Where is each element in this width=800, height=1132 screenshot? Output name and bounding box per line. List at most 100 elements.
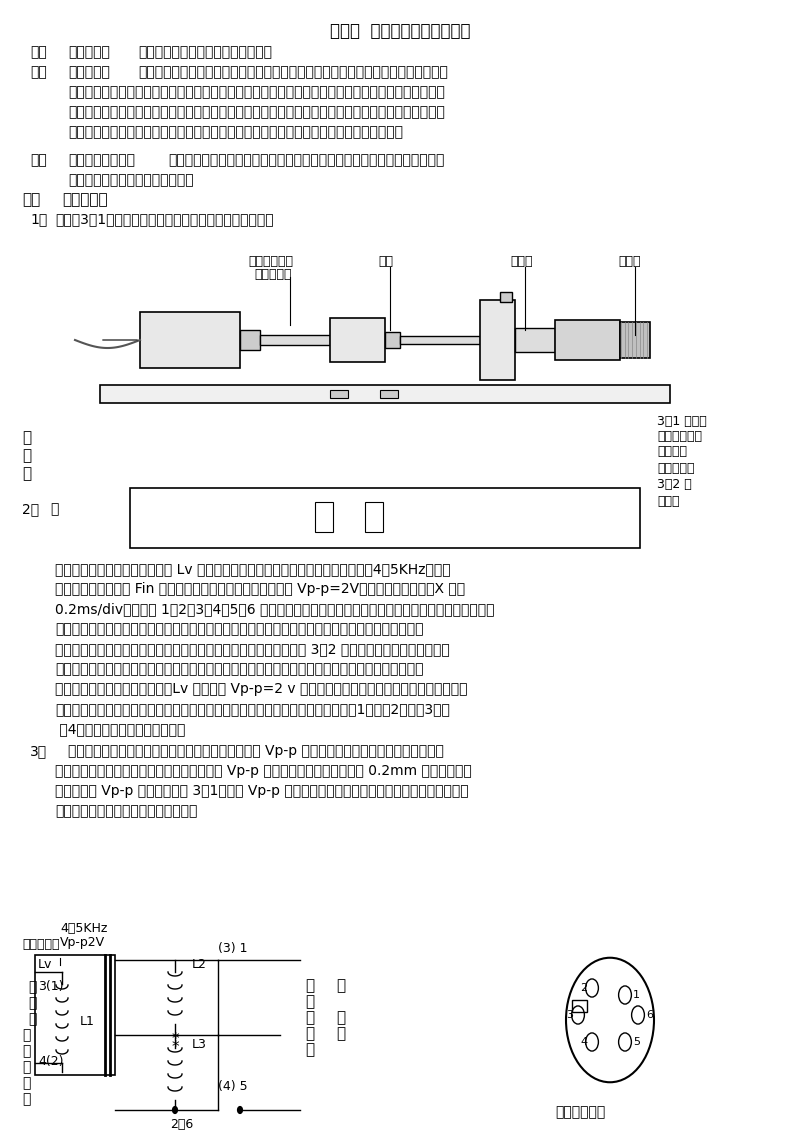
- Text: 模块上按图: 模块上按图: [657, 462, 694, 475]
- Text: 第: 第: [305, 994, 314, 1009]
- Text: 两只次级反向串接（同名端连接），就引出差动输出。其输出电势反映出被测体的移动量。: 两只次级反向串接（同名端连接），就引出差动输出。其输出电势反映出被测体的移动量。: [68, 125, 403, 139]
- Bar: [35, 955, 115, 1075]
- Text: 插座管脚编号: 插座管脚编号: [555, 1105, 606, 1120]
- Text: （4）为实验模块中的插孔编号。: （4）为实验模块中的插孔编号。: [55, 722, 186, 736]
- Text: L3: L3: [192, 1038, 207, 1050]
- Text: 模板: 模板: [378, 255, 393, 268]
- Text: 电容传感器: 电容传感器: [254, 268, 291, 281]
- Text: 测量架: 测量架: [510, 255, 533, 268]
- Text: 3、: 3、: [30, 744, 47, 758]
- Bar: [100, 385, 670, 403]
- Text: 一、: 一、: [30, 45, 46, 59]
- Bar: [620, 321, 650, 358]
- Text: 差动变压器、: 差动变压器、: [248, 255, 293, 268]
- Text: 测微头: 测微头: [618, 255, 641, 268]
- Text: 2: 2: [580, 983, 587, 993]
- Text: 波: 波: [305, 1026, 314, 1041]
- Text: 实验目的：: 实验目的：: [68, 45, 110, 59]
- Bar: [165, 955, 295, 1075]
- Circle shape: [173, 1107, 178, 1114]
- Text: 安: 安: [22, 466, 31, 481]
- Text: 3(1): 3(1): [38, 980, 63, 993]
- Circle shape: [238, 1107, 242, 1114]
- Text: 器电容传感器: 器电容传感器: [657, 430, 702, 443]
- Text: 四、: 四、: [22, 192, 40, 207]
- Text: 然不看插孔号码，也可以判别初次级线圈及次级同名端。判别初次线图及次级线圈同中端方法如下：: 然不看插孔号码，也可以判别初次级线圈及次级同名端。判别初次线图及次级线圈同中端方…: [55, 621, 423, 636]
- Text: 1、: 1、: [30, 212, 47, 226]
- Text: 3: 3: [566, 1010, 573, 1020]
- Bar: [330, 318, 385, 362]
- Text: 在: 在: [50, 501, 58, 516]
- Text: 1: 1: [633, 990, 640, 1000]
- Bar: [330, 391, 348, 398]
- Text: 波: 波: [22, 1044, 30, 1058]
- Text: 4(2): 4(2): [38, 1055, 63, 1067]
- Bar: [380, 391, 398, 398]
- Text: 压: 压: [22, 448, 31, 463]
- Text: 通: 通: [336, 1010, 345, 1024]
- Text: 接: 接: [28, 980, 36, 994]
- Text: 观察示波器中显示的初级线圈波形、次级线圈波形，当次级波形输出幅度值变化很大，基本上能过零: 观察示波器中显示的初级线圈波形、次级线圈波形，当次级波形输出幅度值变化很大，基本…: [55, 662, 423, 676]
- Text: 道: 道: [336, 1026, 345, 1041]
- Bar: [572, 1000, 587, 1012]
- Text: 示: 示: [305, 1010, 314, 1024]
- Text: *: *: [172, 1032, 180, 1047]
- Bar: [515, 328, 555, 352]
- Text: 接: 接: [305, 978, 314, 993]
- Text: 三、: 三、: [30, 153, 46, 168]
- Bar: [365, 501, 383, 532]
- Text: 图: 图: [22, 430, 31, 445]
- Text: L2: L2: [192, 958, 207, 971]
- Text: 0.2ms/div）。图中 1、2、3、4、5、6 为连接线插座的编号。接线时，航空插头上的号码与之对应。当: 0.2ms/div）。图中 1、2、3、4、5、6 为连接线插座的编号。接线时，…: [55, 602, 494, 616]
- Text: 差动变压器由一只初级线圈和二只次线圈及一个铁芯组成，根据内外层排列不同，有: 差动变压器由一只初级线圈和二只次线圈及一个铁芯组成，根据内外层排列不同，有: [138, 65, 448, 79]
- Text: Vp-p2V: Vp-p2V: [60, 936, 105, 949]
- Text: 的互感发生变化促使次级线圈感应电势产生变化，一只次级感应电势增加，另一只感应电势则减少，将: 的互感发生变化促使次级线圈感应电势产生变化，一只次级感应电势增加，另一只感应电势…: [68, 105, 445, 119]
- Text: 4: 4: [580, 1037, 587, 1047]
- Text: 第: 第: [28, 996, 36, 1010]
- Text: 了解差动变压器的工作原理和特性。: 了解差动变压器的工作原理和特性。: [138, 45, 272, 59]
- Text: 出输出电压 Vp-p 值，填入下表 3－1，再人 Vp-p 最小处反向位移做实验，在实验过程中，注意左、: 出输出电压 Vp-p 值，填入下表 3－1，再人 Vp-p 最小处反向位移做实验…: [55, 784, 469, 798]
- Text: 线，音: 线，音: [657, 495, 679, 508]
- Text: 6: 6: [646, 1010, 653, 1020]
- Bar: [130, 488, 640, 548]
- Text: 4～5KHz: 4～5KHz: [60, 921, 107, 935]
- Bar: [315, 501, 333, 532]
- Text: 实验步骤：: 实验步骤：: [62, 192, 108, 207]
- Text: *: *: [172, 1040, 180, 1055]
- Text: 点，而且相应与初级线圈波形（Lv 音频信号 Vp-p=2 v 波形）比较能同相或反相变化，说明已连接的: 点，而且相应与初级线圈波形（Lv 音频信号 Vp-p=2 v 波形）比较能同相或…: [55, 681, 467, 696]
- Bar: [500, 292, 512, 302]
- Text: 二、: 二、: [30, 65, 46, 79]
- Text: 差动变压器实验模板、测微头、双踪示波器、差动变压器、音频信号源、直: 差动变压器实验模板、测微头、双踪示波器、差动变压器、音频信号源、直: [168, 153, 444, 168]
- Text: 3－1 差动变: 3－1 差动变: [657, 415, 706, 428]
- Text: 右位移时，初、次级波形的相位关系。: 右位移时，初、次级波形的相位关系。: [55, 804, 198, 818]
- Text: 二: 二: [336, 978, 345, 993]
- Bar: [400, 336, 480, 344]
- Text: 旋动测微头，使示波器第二通道显示的波形峰－峰值 Vp-p 为最小，这时可以左右位移，假设其中: 旋动测微头，使示波器第二通道显示的波形峰－峰值 Vp-p 为最小，这时可以左右位…: [68, 744, 444, 758]
- Bar: [140, 312, 240, 368]
- Text: 设任一线圈为初级线圈，并设另外两个线圈的任一端为同名端，按图 3－2 接线。当铁芯左、右移动时，: 设任一线圈为初级线圈，并设另外两个线圈的任一端为同名端，按图 3－2 接线。当铁…: [55, 642, 450, 657]
- Text: 根据图3－1，将差动变压器装在差动变压器实验模板上。: 根据图3－1，将差动变压器装在差动变压器实验模板上。: [55, 212, 274, 226]
- Text: (3) 1: (3) 1: [218, 942, 247, 955]
- Text: 2、6: 2、6: [170, 1118, 194, 1131]
- Bar: [240, 331, 260, 350]
- Bar: [555, 320, 620, 360]
- Text: 主控箱的频率表输入 Fin 来监测）。调节输出幅度为峰一峰值 Vp-p=2V（可用示波器监测：X 轴为: 主控箱的频率表输入 Fin 来监测）。调节输出幅度为峰一峰值 Vp-p=2V（可…: [55, 582, 465, 597]
- Text: 音频振荡器: 音频振荡器: [22, 938, 59, 951]
- Text: 一个方向为正位移，另一个方向位称为负，从 Vp-p 最小开始旋动测微头，每隔 0.2mm 从示波器上读: 一个方向为正位移，另一个方向位称为负，从 Vp-p 最小开始旋动测微头，每隔 0…: [55, 764, 472, 778]
- Text: 初、次级线圈及同名端是正确的，否则继续改变连接再判别直到正确为止。图中（1）、（2）、（3）、: 初、次级线圈及同名端是正确的，否则继续改变连接再判别直到正确为止。图中（1）、（…: [55, 702, 450, 717]
- Text: 频振荡器信号必须从主控箱中的 Lv 端子输出，调节音频振荡器的频率，输出频率为4－5KHz（可用: 频振荡器信号必须从主控箱中的 Lv 端子输出，调节音频振荡器的频率，输出频率为4…: [55, 561, 450, 576]
- Text: 装示意图: 装示意图: [657, 445, 687, 458]
- Text: 示: 示: [22, 1028, 30, 1041]
- Text: 5: 5: [633, 1037, 640, 1047]
- Text: 二段式和三段式，本实验采用三段式结构。当传感器随着被测体移动时，由于初级线圈和次级线圈之间: 二段式和三段式，本实验采用三段式结构。当传感器随着被测体移动时，由于初级线圈和次…: [68, 85, 445, 98]
- Bar: [480, 300, 515, 380]
- Bar: [260, 335, 330, 345]
- Text: 流电源（音频振荡器）、万用表。: 流电源（音频振荡器）、万用表。: [68, 173, 194, 187]
- Text: 实验十  差动变压器的性能实验: 实验十 差动变压器的性能实验: [330, 22, 470, 40]
- Text: L1: L1: [80, 1015, 95, 1028]
- Text: 基本原理：: 基本原理：: [68, 65, 110, 79]
- Text: 3－2 接: 3－2 接: [657, 478, 692, 491]
- Text: Lv: Lv: [38, 958, 52, 971]
- Text: 需用器件与单元：: 需用器件与单元：: [68, 153, 135, 168]
- Text: 一: 一: [28, 1012, 36, 1026]
